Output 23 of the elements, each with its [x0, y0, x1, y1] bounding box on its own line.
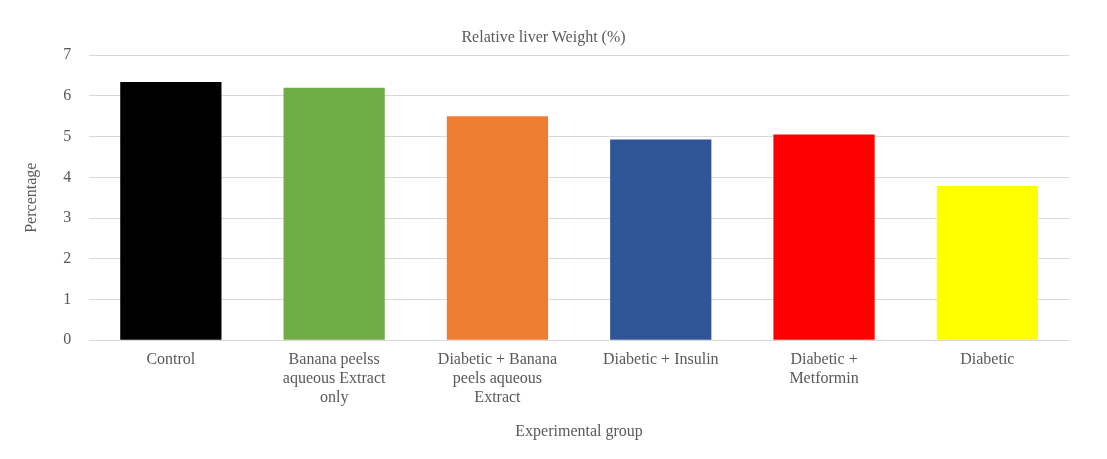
bar	[120, 82, 222, 340]
x-tick-label: Diabetic + Insulin	[602, 350, 719, 367]
y-tick-label: 5	[63, 126, 72, 144]
bar	[773, 134, 875, 340]
bar	[446, 116, 549, 340]
x-tick-label: Control	[146, 350, 196, 367]
y-tick-label: 0	[63, 330, 72, 348]
x-tick-label: Diabetic	[960, 350, 1015, 367]
y-tick-label: 1	[63, 289, 72, 307]
y-tick-label: 6	[63, 86, 72, 104]
chart-title: Relative liver Weight (%)	[461, 27, 626, 46]
bar	[610, 139, 712, 340]
y-axis-title: Percentage	[21, 162, 40, 233]
y-tick-label: 3	[63, 208, 72, 226]
y-tick-label: 4	[63, 167, 72, 185]
x-tick-label: Diabetic + Metformin	[789, 350, 859, 387]
x-tick-label: Diabetic + Banana peels aqueous Extract	[437, 350, 558, 406]
x-axis-title: Experimental group	[515, 421, 643, 440]
bar	[283, 87, 385, 340]
y-tick-label: 7	[63, 45, 72, 63]
x-tick-label: Banana peelss aqueous Extract only	[282, 350, 387, 407]
y-tick-label: 2	[63, 248, 72, 266]
bar	[936, 185, 1038, 340]
